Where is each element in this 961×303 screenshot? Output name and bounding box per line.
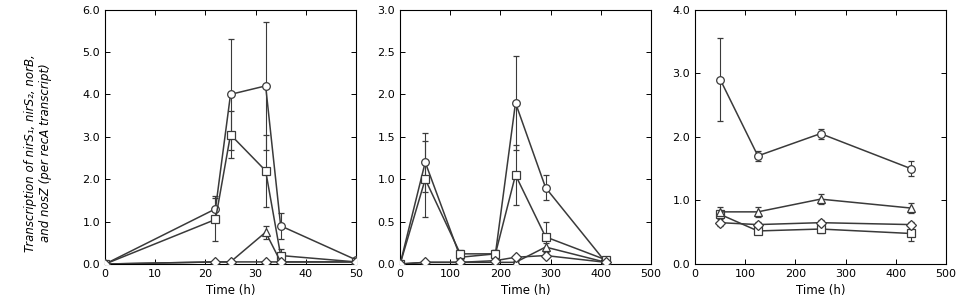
X-axis label: Time (h): Time (h) (501, 285, 550, 298)
X-axis label: Time (h): Time (h) (206, 285, 255, 298)
Text: Transcription of nirS₁, nirS₂, norB,
and nosZ (per recA transcript): Transcription of nirS₁, nirS₂, norB, and… (24, 54, 53, 252)
X-axis label: Time (h): Time (h) (795, 285, 845, 298)
